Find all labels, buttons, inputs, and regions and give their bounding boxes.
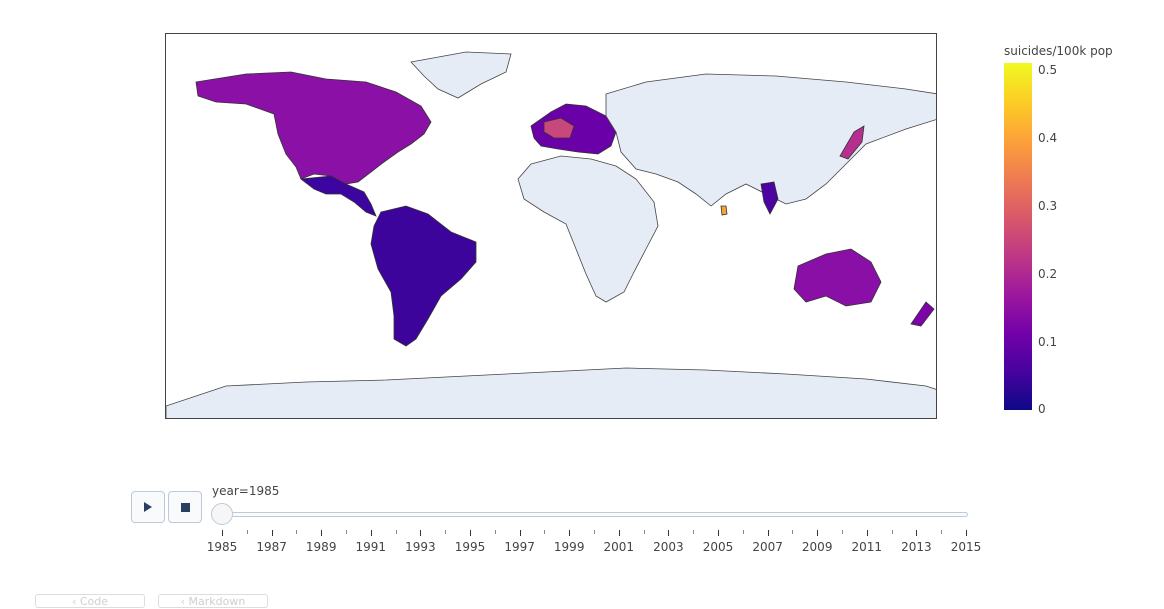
slider-tick-label[interactable]: 2013 [901, 540, 932, 554]
slider-minor-tick [842, 530, 843, 534]
slider-tick [767, 530, 769, 536]
slider-minor-tick [544, 530, 546, 534]
slider-minor-tick [445, 530, 447, 534]
slider-tick [966, 530, 967, 536]
region-africa[interactable] [517, 155, 659, 303]
slider-handle[interactable] [211, 503, 233, 525]
slider-tick-label[interactable]: 2005 [702, 540, 734, 554]
slider-tick-label[interactable]: 1989 [305, 540, 337, 554]
slider-tick [321, 530, 323, 536]
slider-tick [370, 530, 372, 536]
slider-tick [618, 530, 620, 536]
region-south-america[interactable] [370, 205, 477, 347]
region-france[interactable] [543, 117, 575, 139]
slider-tick-label[interactable]: 2003 [653, 540, 684, 554]
slider-current-value: year=1985 [212, 484, 280, 498]
region-antarctica[interactable] [166, 367, 937, 419]
colorbar-tick: 0.5 [1038, 63, 1058, 77]
colorbar [1004, 63, 1032, 410]
slider-tick-label[interactable]: 1987 [256, 540, 287, 554]
slider-minor-tick [742, 530, 744, 534]
play-button[interactable] [131, 491, 165, 523]
slider-tick-label[interactable]: 2015 [950, 540, 982, 554]
slider-rail[interactable] [222, 512, 968, 517]
colorbar-tick: 0.1 [1038, 335, 1058, 349]
slider-minor-tick [296, 530, 298, 534]
slider-tick-label[interactable]: 1995 [454, 540, 486, 554]
slider-tick-label[interactable]: 2011 [851, 540, 883, 554]
region-new-zealand[interactable] [910, 301, 935, 327]
slider-tick [668, 530, 670, 536]
slider-tick [817, 530, 819, 536]
slider-tick-label[interactable]: 2001 [603, 540, 635, 554]
colorbar-tick: 0.3 [1038, 199, 1058, 213]
code-tab[interactable]: ‹ Code [35, 594, 145, 608]
slider-minor-tick [792, 530, 794, 534]
region-asia[interactable] [605, 73, 937, 207]
stop-icon [180, 502, 190, 512]
slider-minor-tick [941, 530, 943, 534]
slider-tick [916, 530, 918, 536]
region-greenland[interactable] [410, 51, 512, 99]
slider-tick [470, 530, 471, 536]
slider-tick-label[interactable]: 2009 [801, 540, 833, 554]
slider-tick-label[interactable]: 1999 [553, 540, 585, 554]
slider-minor-tick [246, 530, 248, 534]
colorbar-tick: 0.4 [1038, 131, 1058, 145]
slider-tick [420, 530, 422, 536]
region-australia[interactable] [793, 248, 882, 307]
slider-minor-tick [346, 530, 347, 534]
slider-tick [271, 530, 273, 536]
slider-tick [866, 530, 868, 536]
slider-tick [569, 530, 571, 536]
slider-tick-label[interactable]: 1993 [405, 540, 436, 554]
play-icon [144, 502, 152, 512]
region-thailand[interactable] [760, 181, 779, 215]
map-canvas [166, 51, 937, 419]
slider-minor-tick [395, 530, 397, 534]
slider-minor-tick [891, 530, 893, 534]
slider-minor-tick [594, 530, 595, 534]
region-sri-lanka[interactable] [720, 205, 728, 216]
slider-tick-label[interactable]: 2007 [752, 540, 783, 554]
markdown-tab[interactable]: ‹ Markdown [158, 594, 268, 608]
region-europe[interactable] [530, 103, 617, 155]
slider-minor-tick [494, 530, 496, 534]
slider-minor-tick [643, 530, 645, 534]
slider-tick-label[interactable]: 1991 [355, 540, 387, 554]
colorbar-tick: 0.2 [1038, 267, 1058, 281]
slider-tick-label[interactable]: 1997 [504, 540, 535, 554]
slider-tick-label[interactable]: 1985 [206, 540, 238, 554]
slider-tick [519, 530, 521, 536]
region-japan[interactable] [839, 125, 865, 160]
colorbar-title: suicides/100k pop [1004, 44, 1113, 58]
world-map[interactable] [165, 33, 937, 419]
region-mexico[interactable] [299, 175, 377, 217]
colorbar-tick: 0 [1038, 402, 1046, 416]
slider-tick [718, 530, 719, 536]
slider-minor-tick [693, 530, 695, 534]
region-north-america[interactable] [195, 71, 432, 185]
slider-tick [222, 530, 223, 536]
stop-button[interactable] [168, 491, 202, 523]
